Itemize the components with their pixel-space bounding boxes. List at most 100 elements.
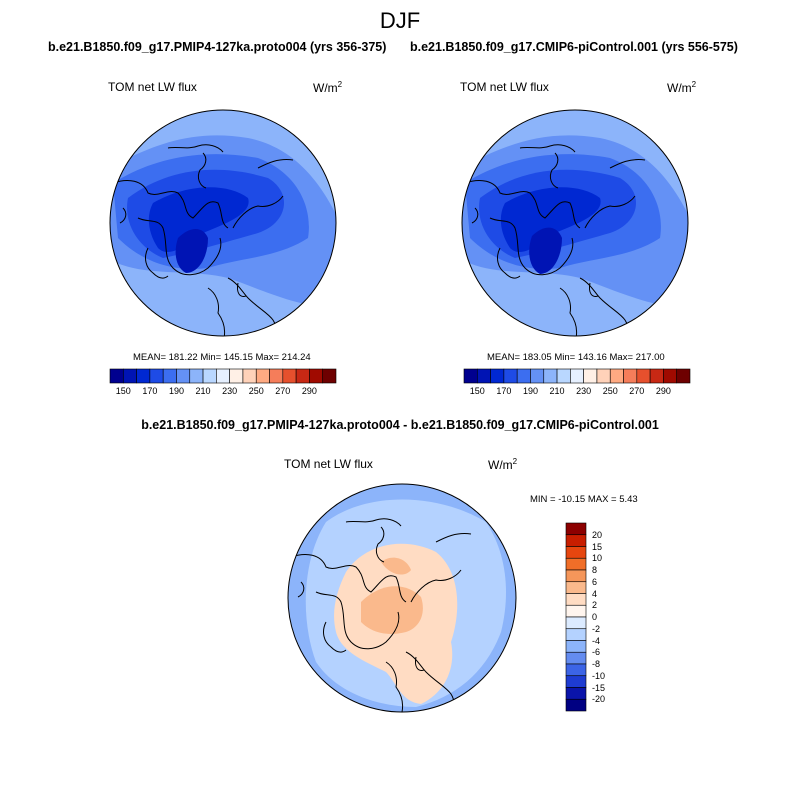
colorbar-tick-label: 0 xyxy=(592,612,598,622)
colorbar-swatch xyxy=(322,368,337,384)
colorbar-swatch xyxy=(463,368,478,384)
colorbar-swatch xyxy=(565,687,587,700)
colorbar-swatch xyxy=(565,593,587,606)
map-fill xyxy=(560,283,630,336)
colorbar-tick-label: 190 xyxy=(168,386,184,396)
left-units-label: W/m2 xyxy=(313,80,343,95)
coastlines xyxy=(112,144,294,336)
colorbar-tick-label: -15 xyxy=(592,682,606,693)
diff-case-title: b.e21.B1850.f09_g17.PMIP4-127ka.proto004… xyxy=(141,418,659,432)
map-fill xyxy=(529,227,562,274)
map-fill xyxy=(381,557,411,575)
colorbar-tick-label: 230 xyxy=(222,386,238,396)
colorbar-swatch xyxy=(516,368,531,384)
colorbar-swatch xyxy=(565,534,587,547)
diff-colorbar xyxy=(565,522,587,712)
colorbar-tick-label: 190 xyxy=(522,386,538,396)
colorbar-swatch xyxy=(202,368,217,384)
colorbar-swatch xyxy=(565,628,587,641)
colorbar-tick-label: 2 xyxy=(592,600,598,611)
colorbar-tick-label: -4 xyxy=(592,635,601,646)
colorbar-tick-label: 270 xyxy=(275,386,291,396)
colorbar-tick-label: 290 xyxy=(301,386,317,396)
colorbar-swatch xyxy=(503,368,518,384)
right-polar-map xyxy=(461,109,689,337)
colorbar-swatch xyxy=(242,368,257,384)
colorbar-swatch xyxy=(476,368,491,384)
colorbar-tick-label: -20 xyxy=(592,694,606,705)
map-fill xyxy=(175,229,208,273)
colorbar-swatch xyxy=(565,616,587,630)
colorbar-swatch xyxy=(609,368,624,384)
colorbar-swatch xyxy=(596,368,611,384)
colorbar-tick-label: 250 xyxy=(602,386,618,396)
colorbar-swatch xyxy=(649,368,664,384)
diff-polar-map xyxy=(287,483,517,713)
colorbar-swatch xyxy=(676,368,691,384)
right-variable-label: TOM net LW flux xyxy=(460,80,549,94)
map-fill xyxy=(361,586,423,634)
colorbar-swatch xyxy=(565,698,587,712)
colorbar-swatch xyxy=(149,368,164,384)
colorbar-tick-label: 250 xyxy=(248,386,264,396)
colorbar-swatch xyxy=(565,581,587,594)
colorbar-tick-label: 170 xyxy=(142,386,158,396)
diff-units-label: W/m2 xyxy=(488,457,518,472)
colorbar-tick-label: 210 xyxy=(195,386,211,396)
colorbar-swatch xyxy=(136,368,151,384)
right-colorbar xyxy=(463,368,691,384)
colorbar-tick-label: 20 xyxy=(592,529,603,540)
right-units-label: W/m2 xyxy=(667,80,697,95)
colorbar-swatch xyxy=(122,368,137,384)
colorbar-swatch xyxy=(295,368,310,384)
colorbar-tick-label: -6 xyxy=(592,647,601,658)
colorbar-swatch xyxy=(490,368,505,384)
colorbar-swatch xyxy=(189,368,204,384)
colorbar-tick-label: 6 xyxy=(592,576,598,587)
left-variable-label: TOM net LW flux xyxy=(108,80,197,94)
map-fill xyxy=(148,187,249,253)
left-case-title: b.e21.B1850.f09_g17.PMIP4-127ka.proto004… xyxy=(48,40,387,54)
left-colorbar xyxy=(109,368,337,384)
colorbar-tick-label: 150 xyxy=(469,386,485,396)
colorbar-swatch xyxy=(565,522,587,536)
colorbar-tick-label: -10 xyxy=(592,670,606,681)
coastlines xyxy=(290,518,472,712)
colorbar-swatch xyxy=(565,640,587,653)
diff-stats: MIN = -10.15 MAX = 5.43 xyxy=(530,494,638,505)
colorbar-swatch xyxy=(565,675,587,688)
colorbar-tick-label: 230 xyxy=(576,386,592,396)
right-stats: MEAN= 183.05 Min= 143.16 Max= 217.00 xyxy=(487,352,665,363)
colorbar-tick-label: -2 xyxy=(592,623,601,634)
colorbar-tick-label: 270 xyxy=(629,386,645,396)
colorbar-swatch xyxy=(176,368,191,384)
colorbar-swatch xyxy=(556,368,571,384)
map-fill xyxy=(500,187,601,253)
colorbar-tick-label: 10 xyxy=(592,553,603,564)
colorbar-tick-label: 8 xyxy=(592,565,598,575)
colorbar-swatch xyxy=(530,368,545,384)
colorbar-swatch xyxy=(565,569,587,583)
colorbar-swatch xyxy=(636,368,651,384)
colorbar-swatch xyxy=(583,368,598,384)
colorbar-tick-label: 15 xyxy=(592,541,603,552)
colorbar-tick-label: -8 xyxy=(592,659,601,669)
colorbar-swatch xyxy=(565,663,587,677)
colorbar-tick-label: 4 xyxy=(592,588,598,599)
left-stats: MEAN= 181.22 Min= 145.15 Max= 214.24 xyxy=(133,352,311,363)
colorbar-swatch xyxy=(543,368,558,384)
map-fill xyxy=(208,283,278,336)
colorbar-swatch xyxy=(229,368,244,384)
left-polar-map xyxy=(109,109,337,337)
colorbar-swatch xyxy=(109,368,124,384)
diff-variable-label: TOM net LW flux xyxy=(284,457,373,471)
colorbar-swatch xyxy=(216,368,230,384)
colorbar-swatch xyxy=(663,368,678,384)
colorbar-tick-label: 210 xyxy=(549,386,565,396)
colorbar-swatch xyxy=(255,368,270,384)
season-title: DJF xyxy=(379,8,421,33)
left-colorbar-labels: 150 170 190 210 230 250 270 290 xyxy=(110,386,336,398)
colorbar-swatch xyxy=(565,651,587,665)
colorbar-swatch xyxy=(565,546,587,559)
colorbar-swatch xyxy=(309,368,324,384)
